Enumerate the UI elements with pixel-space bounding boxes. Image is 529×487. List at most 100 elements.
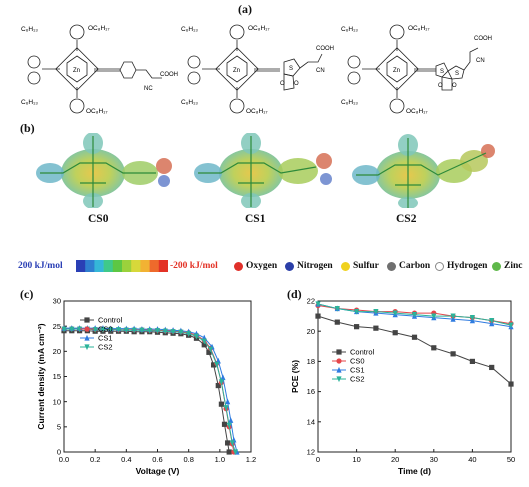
x-tick-label: 30 [430,455,438,464]
esp-scale-segment [158,260,168,272]
molecule-structure-cs2: C₆H₁₃ OC₈H₁₇ C₆H₁₃ OC₈H₁₇ Zn COOH CN S S… [341,24,492,115]
series-cs2 [61,326,239,456]
data-point [100,327,106,333]
substituent-label: C₆H₁₃ [21,26,38,33]
esp-scale-segment [85,260,95,272]
plot-frame [317,300,512,453]
esp-scale-segment [149,260,160,272]
nitrile-label: CN [476,58,485,64]
data-point [211,362,217,368]
y-tick-label: 18 [307,357,315,366]
data-point [147,328,153,334]
data-point [373,308,379,315]
y-axis-label: PCE (%) [290,360,300,393]
anchor-label: COOH [160,72,178,78]
y-tick-label: 30 [53,297,61,306]
atom-label-nitrogen: Nitrogen [297,261,333,271]
legend-marker [336,358,342,364]
esp-scale-min-label: 200 kJ/mol [18,261,63,271]
x-tick-label: 0.8 [183,455,193,464]
legend-label: CS2 [98,343,113,352]
x-tick-label: 0.0 [59,455,69,464]
data-point [218,401,224,407]
legend-label: CS0 [98,325,113,334]
substituent-label: C₆H₁₃ [181,26,198,33]
data-point [334,319,340,325]
esp-scale-segment [76,260,86,272]
data-point [61,326,67,333]
esp-scale-segment [122,260,132,272]
substituent-label: OC₈H₁₇ [246,108,268,115]
data-point [228,417,234,423]
data-point [207,346,214,353]
data-point [218,379,224,386]
panel-label-d: (d) [287,287,302,301]
x-axis-label: Voltage (V) [136,466,180,476]
substituent-label: OC₈H₁₇ [408,25,430,32]
atom-label-oxygen: Oxygen [246,261,278,271]
data-point [392,330,398,336]
data-point [508,381,514,387]
data-point [108,327,114,333]
data-point [214,361,220,368]
data-point [201,338,207,345]
esp-label-cs0: CS0 [88,213,109,225]
series-line [64,330,230,453]
substituent-label: OC₈H₁₇ [248,25,270,32]
data-point [76,326,83,333]
x-tick-label: 10 [352,455,360,464]
heteroatom-label: O [452,83,457,89]
y-tick-label: 14 [307,417,315,426]
x-tick-label: 0.4 [121,455,131,464]
data-point [201,342,207,348]
series-line [317,315,512,385]
data-point [193,333,200,340]
legend-marker [84,317,90,323]
y-tick-label: 5 [57,422,61,431]
data-point [469,315,475,321]
data-point [170,329,176,335]
x-tick-label: 0.6 [152,455,162,464]
esp-map-cs0 [36,133,172,208]
legend-label: CS1 [350,366,365,375]
data-point [131,327,137,334]
data-point [450,313,456,320]
nitrile-label: CN [316,68,325,74]
esp-map-cs2 [352,134,495,208]
data-point [225,440,231,446]
atom-label-carbon: Carbon [399,261,431,271]
data-point [215,382,221,389]
esp-scale-segment [131,260,141,272]
porphyrin-core [187,24,323,114]
heteroatom-label: S [440,69,444,75]
data-point [411,311,418,318]
esp-scale-max-label: -200 kJ/mol [170,261,218,271]
oxygen-atom-swatch [234,262,243,271]
data-point [226,449,232,455]
y-tick-label: 12 [307,448,315,457]
legend-marker [336,349,342,355]
data-point [392,310,398,317]
x-tick-label: 1.2 [246,455,256,464]
legend-marker [84,344,90,351]
heteroatom-label: S [289,66,293,72]
substituent-label: C₆H₁₃ [341,99,358,106]
x-tick-label: 0 [316,455,320,464]
molecule-structure-cs0: C₆H₁₃ OC₈H₁₇ C₆H₁₃ OC₈H₁₇ Zn COOH NC [21,24,178,115]
data-point [431,345,437,351]
substituent-label: OC₈H₁₇ [406,108,428,115]
data-point [411,334,418,340]
substituent-label: C₆H₁₃ [341,26,358,33]
atom-label-sulfur: Sulfur [353,261,379,271]
data-point [489,318,495,324]
heteroatom-label: S [455,71,459,77]
legend-label: Control [98,316,123,325]
esp-color-scale [76,260,168,272]
nitrogen-atom-swatch [285,262,294,271]
data-point [315,301,321,308]
porphyrin-core [347,24,479,114]
substituent-label: OC₈H₁₇ [88,25,110,32]
y-tick-label: 22 [307,297,315,306]
